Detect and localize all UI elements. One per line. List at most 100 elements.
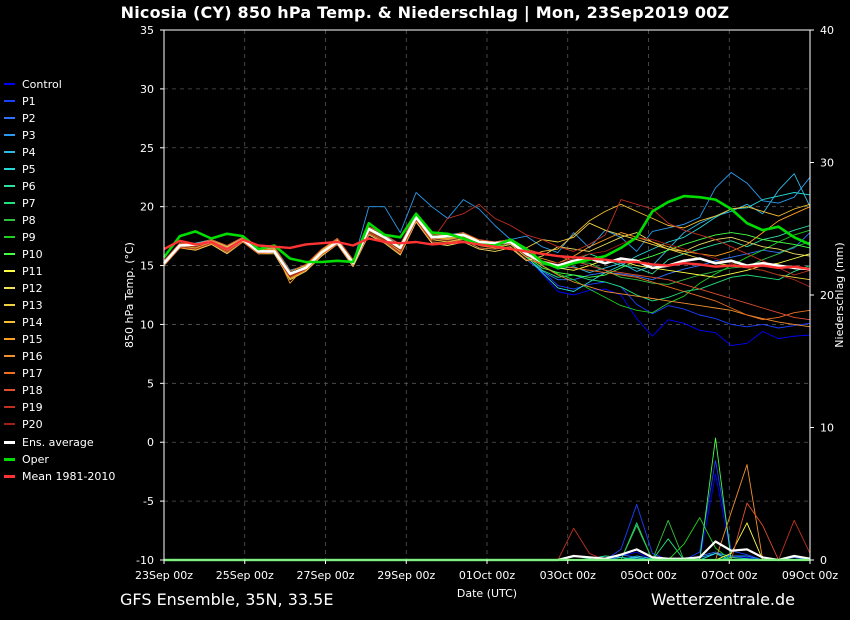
y2-tick-label: 10 [820, 422, 834, 435]
legend-item-p8: P8 [4, 213, 115, 230]
y-axis-label: 850 hPa Temp. (°C) [123, 242, 136, 348]
x-axis-label: Date (UTC) [457, 587, 517, 600]
legend-swatch [4, 185, 15, 187]
y-tick-label: -10 [136, 554, 154, 567]
legend-item-p1: P1 [4, 94, 115, 111]
y2-tick-label: 20 [820, 289, 834, 302]
legend-label: P12 [22, 282, 43, 295]
legend-swatch [4, 83, 15, 85]
x-tick-label: 25Sep 00z [216, 569, 274, 582]
legend-label: P19 [22, 401, 43, 414]
legend-label: P5 [22, 163, 36, 176]
legend-label: P8 [22, 214, 36, 227]
y-tick-label: 15 [140, 260, 154, 273]
legend-item-p20: P20 [4, 417, 115, 434]
legend-swatch [4, 270, 15, 272]
footer-brand: Wetterzentrale.de [650, 590, 795, 609]
legend-item-p14: P14 [4, 315, 115, 332]
legend: Control P1 P2 P3 P4 P5 P6 P7 P8 P9 P10 P11 P12 P13 P14… [4, 77, 115, 486]
legend-item-p13: P13 [4, 298, 115, 315]
legend-label: P11 [22, 265, 43, 278]
y-tick-label: 30 [140, 83, 154, 96]
series-line-mean-1981-2010 [163, 237, 811, 271]
legend-swatch [4, 338, 15, 340]
legend-item-p4: P4 [4, 145, 115, 162]
legend-swatch [4, 406, 15, 408]
legend-label: P10 [22, 248, 43, 261]
legend-swatch [4, 389, 15, 391]
legend-label: P1 [22, 95, 36, 108]
legend-item-p6: P6 [4, 179, 115, 196]
series-line-ens-average [163, 216, 811, 276]
y-tick-label: 10 [140, 318, 154, 331]
legend-item-ens-average: Ens. average [4, 435, 115, 452]
x-tick-label: 09Oct 00z [782, 569, 839, 582]
legend-item-p2: P2 [4, 111, 115, 128]
series-line-p12 [163, 221, 811, 281]
legend-label: P17 [22, 367, 43, 380]
x-tick-label: 27Sep 00z [297, 569, 355, 582]
legend-item-p16: P16 [4, 349, 115, 366]
legend-item-p9: P9 [4, 230, 115, 247]
axes [160, 29, 814, 564]
legend-item-mean-1981-2010: Mean 1981-2010 [4, 469, 115, 486]
legend-label: P7 [22, 197, 36, 210]
legend-item-control: Control [4, 77, 115, 94]
legend-label: Ens. average [22, 436, 94, 449]
y-tick-label: 20 [140, 201, 154, 214]
x-tick-label: 07Oct 00z [701, 569, 758, 582]
y2-tick-label: 30 [820, 157, 834, 170]
legend-item-p11: P11 [4, 264, 115, 281]
footer-source: GFS Ensemble, 35N, 33.5E [120, 590, 334, 609]
legend-item-p18: P18 [4, 383, 115, 400]
legend-swatch [4, 253, 15, 255]
legend-item-p7: P7 [4, 196, 115, 213]
y-tick-label: -5 [143, 495, 154, 508]
y-tick-label: 5 [147, 377, 154, 390]
legend-item-p15: P15 [4, 332, 115, 349]
legend-label: P20 [22, 418, 43, 431]
legend-item-p19: P19 [4, 400, 115, 417]
x-tick-label: 05Oct 00z [620, 569, 677, 582]
legend-swatch [4, 134, 15, 136]
legend-label: Oper [22, 453, 49, 466]
x-tick-label: 29Sep 00z [377, 569, 435, 582]
legend-swatch [4, 440, 15, 444]
legend-label: P3 [22, 129, 36, 142]
chart-title: Nicosia (CY) 850 hPa Temp. & Niederschla… [120, 3, 730, 22]
legend-label: Control [22, 78, 62, 91]
legend-label: P18 [22, 384, 43, 397]
y-tick-label: 35 [140, 24, 154, 37]
legend-swatch [4, 202, 15, 204]
legend-swatch [4, 355, 15, 357]
legend-item-p10: P10 [4, 247, 115, 264]
x-tick-label: 23Sep 00z [135, 569, 193, 582]
legend-swatch [4, 168, 15, 170]
x-tick-label: 03Oct 00z [540, 569, 597, 582]
legend-swatch [4, 100, 15, 102]
y2-axis-label: Niederschlag (mm) [833, 242, 846, 347]
legend-label: P14 [22, 316, 43, 329]
legend-swatch [4, 457, 15, 461]
legend-item-p12: P12 [4, 281, 115, 298]
legend-item-p5: P5 [4, 162, 115, 179]
legend-label: P16 [22, 350, 43, 363]
legend-swatch [4, 219, 15, 221]
tick-labels: 35 30 25 20 15 10 5 0 -5 -10 40 30 20 10 0 23Sep 00z 25S… [123, 24, 846, 600]
y2-tick-label: 40 [820, 24, 834, 37]
legend-swatch [4, 321, 15, 323]
temperature-lines [162, 172, 811, 347]
legend-label: P15 [22, 333, 43, 346]
x-tick-label: 01Oct 00z [459, 569, 516, 582]
legend-swatch [4, 287, 15, 289]
legend-swatch [4, 423, 15, 425]
legend-label: Mean 1981-2010 [22, 470, 116, 483]
legend-label: P13 [22, 299, 43, 312]
legend-label: P2 [22, 112, 36, 125]
legend-swatch [4, 304, 15, 306]
y2-tick-label: 0 [820, 554, 827, 567]
y-tick-label: 25 [140, 142, 154, 155]
legend-swatch [4, 151, 15, 153]
legend-swatch [4, 372, 15, 374]
